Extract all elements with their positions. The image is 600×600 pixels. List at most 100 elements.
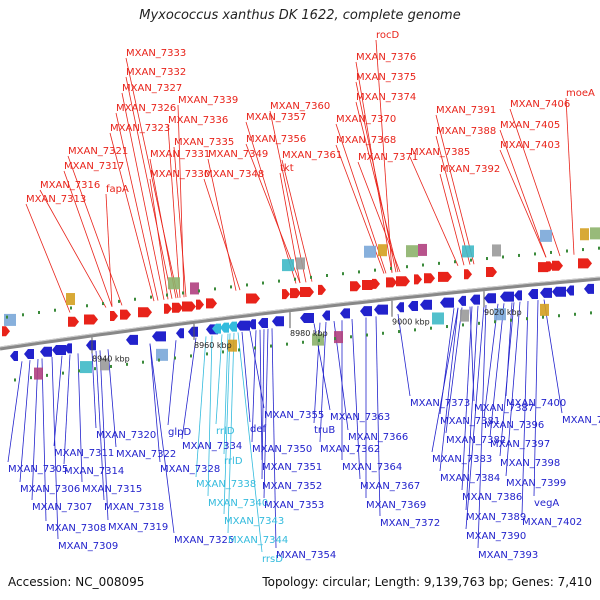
gc-marker bbox=[398, 330, 400, 334]
gene-leader-line bbox=[115, 112, 159, 301]
gene-label: rocD bbox=[376, 30, 400, 41]
reverse-gene bbox=[152, 331, 166, 342]
gene-label: MXAN_7311 bbox=[54, 448, 114, 459]
reverse-gene bbox=[188, 326, 198, 337]
gene-leader-line bbox=[281, 159, 313, 282]
gene-leader-line bbox=[245, 121, 297, 284]
gc-marker bbox=[494, 320, 496, 324]
cog-box bbox=[540, 229, 552, 242]
gene-leader-line bbox=[375, 316, 381, 517]
gene-leader-line bbox=[263, 328, 269, 499]
cog-box bbox=[80, 361, 92, 374]
gene-leader-line bbox=[51, 356, 59, 540]
gene-label: MXAN_7306 bbox=[20, 484, 80, 495]
gc-marker bbox=[374, 268, 376, 272]
gene-label: MXAN_7339 bbox=[178, 95, 238, 106]
accession-text: Accession: NC_008095 bbox=[8, 575, 145, 589]
gc-marker bbox=[118, 299, 120, 303]
forward-gene bbox=[552, 260, 563, 271]
reverse-gene bbox=[552, 286, 566, 297]
gene-leader-line bbox=[397, 313, 411, 397]
gene-leader-line bbox=[489, 303, 505, 438]
gene-leader-line bbox=[125, 57, 179, 299]
cog-box bbox=[460, 309, 469, 322]
gc-marker bbox=[278, 279, 280, 283]
gene-label: MXAN_7309 bbox=[58, 541, 118, 552]
gene-label: MXAN_7313 bbox=[26, 194, 86, 205]
forward-gene bbox=[424, 273, 435, 284]
gene-label: MXAN_7382 bbox=[446, 435, 506, 446]
gene-label: MXAN_7355 bbox=[264, 410, 324, 421]
backbone-line bbox=[0, 276, 600, 351]
cog-box bbox=[378, 244, 387, 257]
gene-label: rrsD bbox=[262, 554, 283, 565]
gene-label: MXAN_7350 bbox=[252, 444, 312, 455]
gene-label: MXAN_7360 bbox=[270, 101, 330, 112]
gene-label: MXAN_7375 bbox=[356, 72, 416, 83]
gene-label: MXAN_7405 bbox=[500, 120, 560, 131]
gc-marker bbox=[62, 371, 64, 375]
reverse-gene bbox=[40, 346, 52, 357]
forward-gene bbox=[396, 276, 410, 287]
gc-marker bbox=[342, 272, 344, 276]
gene-label: MXAN_7361 bbox=[282, 150, 342, 161]
gene-label: MXAN_7403 bbox=[500, 140, 560, 151]
gene-label: MXAN_7392 bbox=[440, 164, 500, 175]
gene-leader-line bbox=[249, 330, 265, 409]
gene-label: MXAN_7400 bbox=[506, 398, 566, 409]
gc-marker bbox=[462, 323, 464, 327]
gene-label: MXAN_7307 bbox=[32, 502, 92, 513]
reverse-gene bbox=[396, 302, 404, 313]
gc-marker bbox=[542, 315, 544, 319]
gc-marker bbox=[310, 275, 312, 279]
gene-label: MXAN_7397 bbox=[490, 439, 550, 450]
gene-leader-line bbox=[565, 97, 575, 255]
cog-box bbox=[462, 245, 474, 258]
gene-leader-line bbox=[261, 329, 265, 480]
cog-box bbox=[364, 245, 376, 258]
gc-marker bbox=[590, 311, 592, 315]
gene-label: MXAN_7328 bbox=[160, 464, 220, 475]
gc-marker bbox=[174, 356, 176, 360]
gene-label: MXAN_7384 bbox=[440, 473, 500, 484]
gene-label: MXAN_7332 bbox=[126, 67, 186, 78]
gene-leader-line bbox=[351, 319, 361, 480]
gene-label: MXAN_7317 bbox=[64, 161, 124, 172]
gc-marker bbox=[486, 257, 488, 261]
gc-marker bbox=[574, 312, 576, 316]
gc-marker bbox=[438, 261, 440, 265]
gene-label: MXAN_7331 bbox=[150, 149, 210, 160]
reverse-gene bbox=[470, 294, 480, 305]
reverse-gene bbox=[272, 316, 284, 327]
gene-leader-line bbox=[149, 343, 175, 534]
reverse-gene bbox=[540, 287, 552, 298]
gene-label: MXAN_7344 bbox=[228, 535, 288, 546]
gene-leader-line bbox=[19, 360, 31, 483]
reverse-gene bbox=[126, 334, 138, 345]
reverse-gene bbox=[484, 293, 496, 304]
gene-leader-line bbox=[431, 307, 459, 453]
gene-label: MXAN_7356 bbox=[246, 134, 306, 145]
forward-gene bbox=[182, 301, 196, 312]
gc-marker bbox=[454, 260, 456, 264]
gene-label: MXAN_7390 bbox=[466, 531, 526, 542]
reverse-gene bbox=[236, 320, 250, 331]
forward-gene bbox=[246, 293, 260, 304]
map-title: Myxococcus xanthus DK 1622, complete gen… bbox=[139, 8, 461, 23]
gc-marker bbox=[230, 285, 232, 289]
gc-marker bbox=[518, 253, 520, 257]
gene-label: rrlD bbox=[224, 456, 243, 467]
gene-leader-line bbox=[461, 306, 473, 491]
cog-box bbox=[228, 339, 237, 352]
cog-box bbox=[580, 228, 589, 241]
reverse-gene bbox=[52, 345, 66, 356]
gene-leader-line bbox=[223, 333, 231, 515]
gene-leader-line bbox=[259, 329, 263, 461]
gene-leader-line bbox=[25, 203, 71, 313]
reverse-gene bbox=[300, 313, 314, 323]
reverse-gene bbox=[420, 299, 432, 310]
gene-label: MXAN_7308 bbox=[46, 523, 106, 534]
gene-leader-line bbox=[215, 334, 223, 425]
forward-gene bbox=[464, 269, 472, 280]
gc-marker bbox=[502, 255, 504, 259]
